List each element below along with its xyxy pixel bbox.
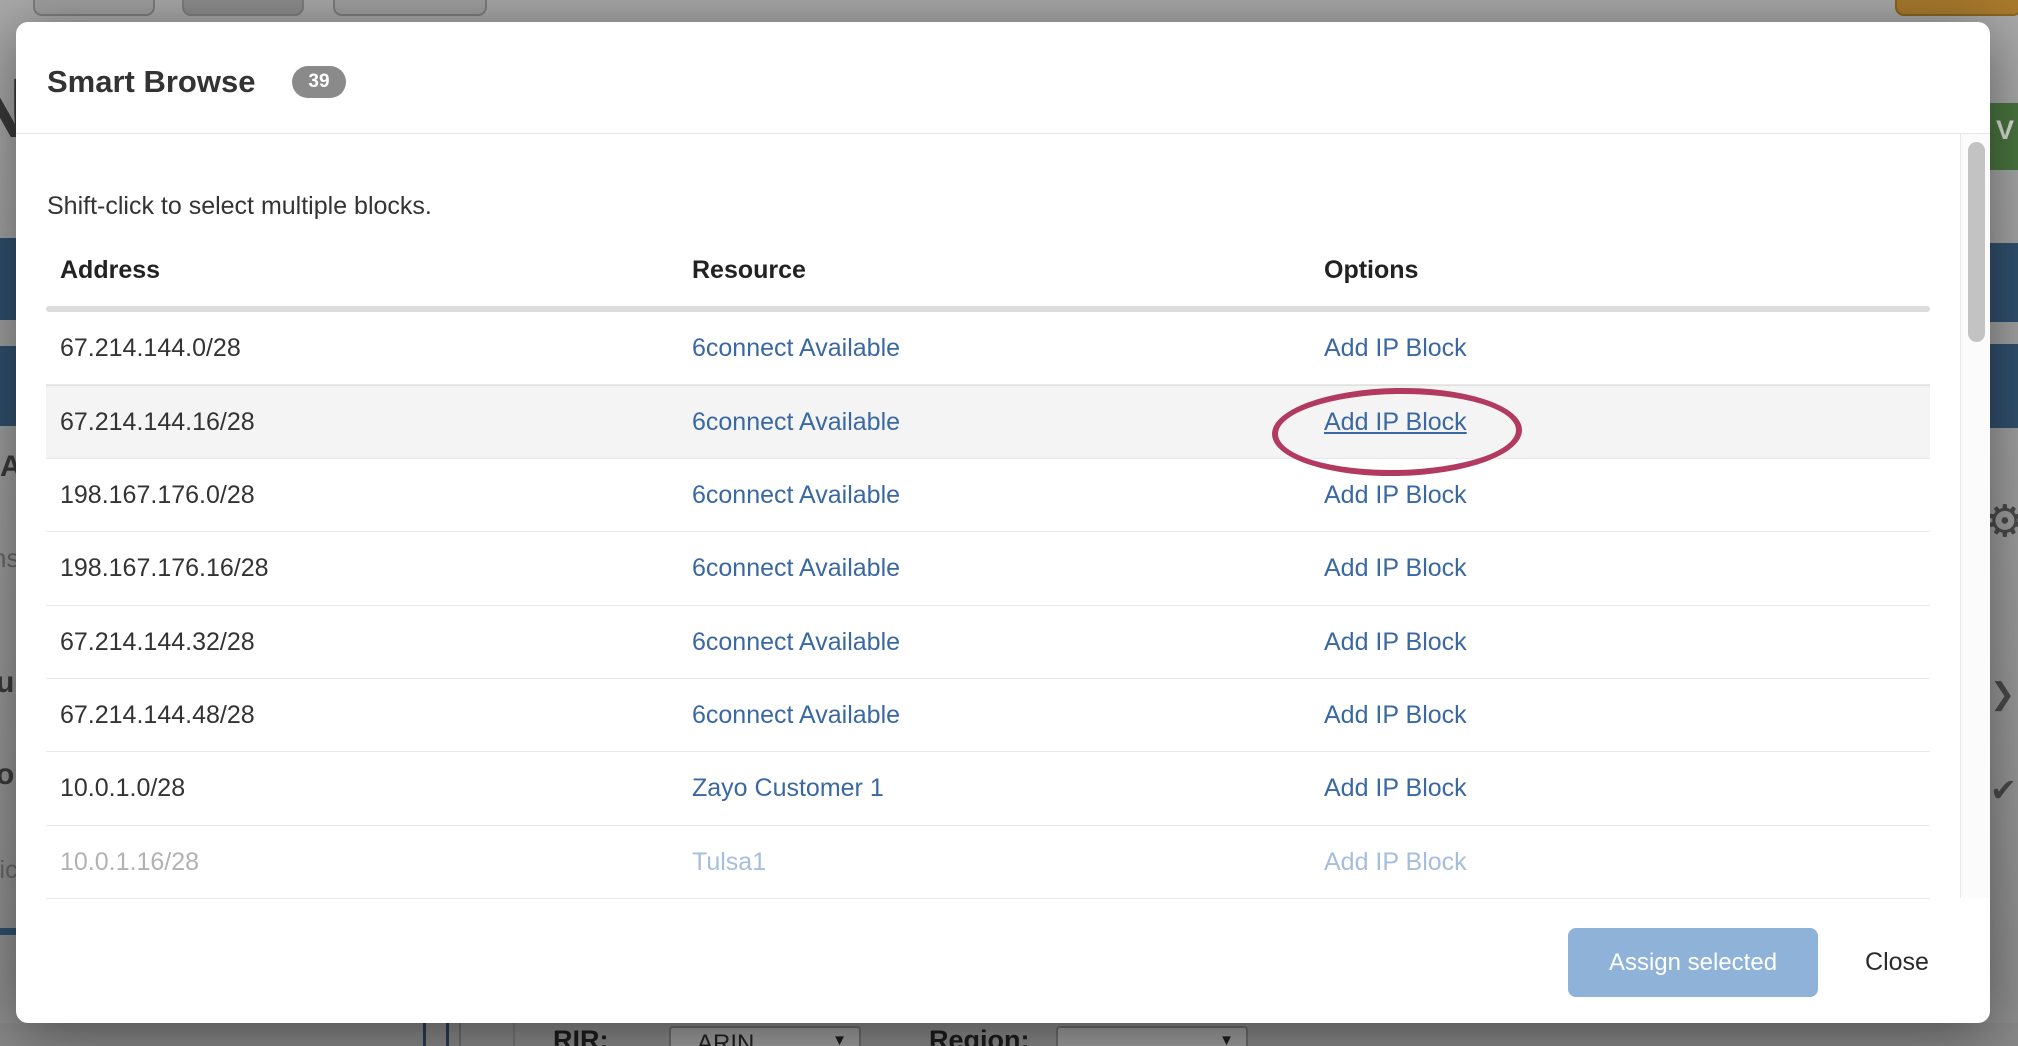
caret-down-icon: ▼ <box>832 1032 847 1046</box>
add-ip-block-link[interactable]: Add IP Block <box>1324 774 1467 803</box>
add-ip-block-link[interactable]: Add IP Block <box>1324 554 1467 583</box>
resource-link[interactable]: 6connect Available <box>692 334 901 362</box>
row-address: 67.214.144.0/28 <box>60 334 241 362</box>
chevron-right-icon: ❯ <box>1990 678 2016 711</box>
background-text-fragment: lic <box>0 856 18 884</box>
background-table-border <box>423 1023 426 1046</box>
add-ip-block-link[interactable]: Add IP Block <box>1324 847 1467 876</box>
background-green-header: V <box>1990 103 2018 170</box>
modal-scrollbar[interactable] <box>1960 134 1990 898</box>
row-address: 10.0.1.0/28 <box>60 774 186 803</box>
column-header-options: Options <box>1324 256 1419 284</box>
resource-link[interactable]: Tulsa1 <box>692 847 767 876</box>
region-select[interactable]: ▼ <box>1056 1026 1248 1046</box>
table-row[interactable]: 198.167.176.0/28 6connect Available Add IP… <box>46 459 1930 533</box>
row-address: 198.167.176.16/28 <box>60 554 269 583</box>
header-divider <box>16 133 1990 134</box>
background-button <box>333 0 487 16</box>
assign-selected-button[interactable]: Assign selected <box>1568 928 1818 997</box>
add-ip-block-link[interactable]: Add IP Block <box>1324 627 1467 656</box>
row-address: 67.214.144.32/28 <box>60 627 255 656</box>
table-header: Address Resource Options <box>46 256 1930 286</box>
background-table-border <box>459 1023 461 1046</box>
background-text-fragment: ns <box>0 543 20 573</box>
row-address: 67.214.144.16/28 <box>60 408 255 437</box>
table-row[interactable]: 67.214.144.48/28 6connect Available Add IP… <box>46 679 1930 753</box>
add-ip-block-link[interactable]: Add IP Block <box>1324 408 1467 437</box>
table-row[interactable]: 10.0.1.16/28 Tulsa1 Add IP Block <box>46 826 1930 900</box>
background-button <box>182 0 304 16</box>
background-divider <box>0 928 16 935</box>
resource-link[interactable]: 6connect Available <box>692 627 901 656</box>
add-ip-block-link[interactable]: Add IP Block <box>1324 700 1467 729</box>
ip-block-table: 67.214.144.0/28 6connect Available Add IP … <box>46 312 1930 900</box>
table-row[interactable]: 67.214.144.16/28 6connect Available Add IP… <box>46 385 1930 479</box>
background-blue-row <box>0 238 16 320</box>
add-ip-block-link[interactable]: Add IP Block <box>1324 334 1467 362</box>
row-address: 198.167.176.0/28 <box>60 480 255 509</box>
count-badge: 39 <box>292 66 346 98</box>
table-row[interactable]: 10.0.1.0/28 Zayo Customer 1 Add IP Block <box>46 752 1930 826</box>
rir-select-value: ARIN <box>697 1030 755 1046</box>
check-icon: ✔ <box>1990 772 2017 808</box>
background-text-fragment: u <box>0 666 15 699</box>
table-row[interactable]: 67.214.144.0/28 6connect Available Add IP … <box>46 312 1930 386</box>
row-address: 10.0.1.16/28 <box>60 847 200 876</box>
close-button[interactable]: Close <box>1842 928 1952 997</box>
background-form-row: RIR: ARIN ▼ Region: ▼ <box>0 1023 2018 1046</box>
background-blue-row <box>1990 243 2018 322</box>
table-header-rule <box>46 306 1930 312</box>
resource-link[interactable]: 6connect Available <box>692 408 901 437</box>
resource-link[interactable]: 6connect Available <box>692 480 901 509</box>
add-ip-block-link[interactable]: Add IP Block <box>1324 480 1467 509</box>
modal-title: Smart Browse <box>47 64 256 99</box>
scrollbar-thumb[interactable] <box>1968 142 1985 342</box>
gear-icon: ⚙ <box>1985 497 2018 546</box>
background-button <box>33 0 155 16</box>
rir-select[interactable]: ARIN ▼ <box>669 1026 861 1046</box>
rir-label: RIR: <box>553 1025 609 1046</box>
caret-down-icon: ▼ <box>1219 1032 1234 1046</box>
resource-link[interactable]: 6connect Available <box>692 554 901 583</box>
resource-link[interactable]: 6connect Available <box>692 700 901 729</box>
hint-text: Shift-click to select multiple blocks. <box>47 192 432 220</box>
region-label: Region: <box>929 1025 1030 1046</box>
row-address: 67.214.144.48/28 <box>60 700 255 729</box>
background-table-border <box>446 1023 449 1046</box>
background-blue-row <box>0 346 16 426</box>
table-row[interactable]: 67.214.144.32/28 6connect Available Add IP… <box>46 606 1930 679</box>
background-orange-button <box>1895 0 2018 16</box>
smart-browse-modal: Smart Browse 39 Shift-click to select mu… <box>16 22 1990 1023</box>
background-table-border <box>513 1023 515 1046</box>
background-text-fragment: o <box>0 758 15 791</box>
background-blue-row <box>1990 344 2018 428</box>
column-header-address: Address <box>60 256 161 284</box>
column-header-resource: Resource <box>692 256 806 284</box>
resource-link[interactable]: Zayo Customer 1 <box>692 774 884 803</box>
table-row[interactable]: 198.167.176.16/28 6connect Available Add I… <box>46 532 1930 606</box>
